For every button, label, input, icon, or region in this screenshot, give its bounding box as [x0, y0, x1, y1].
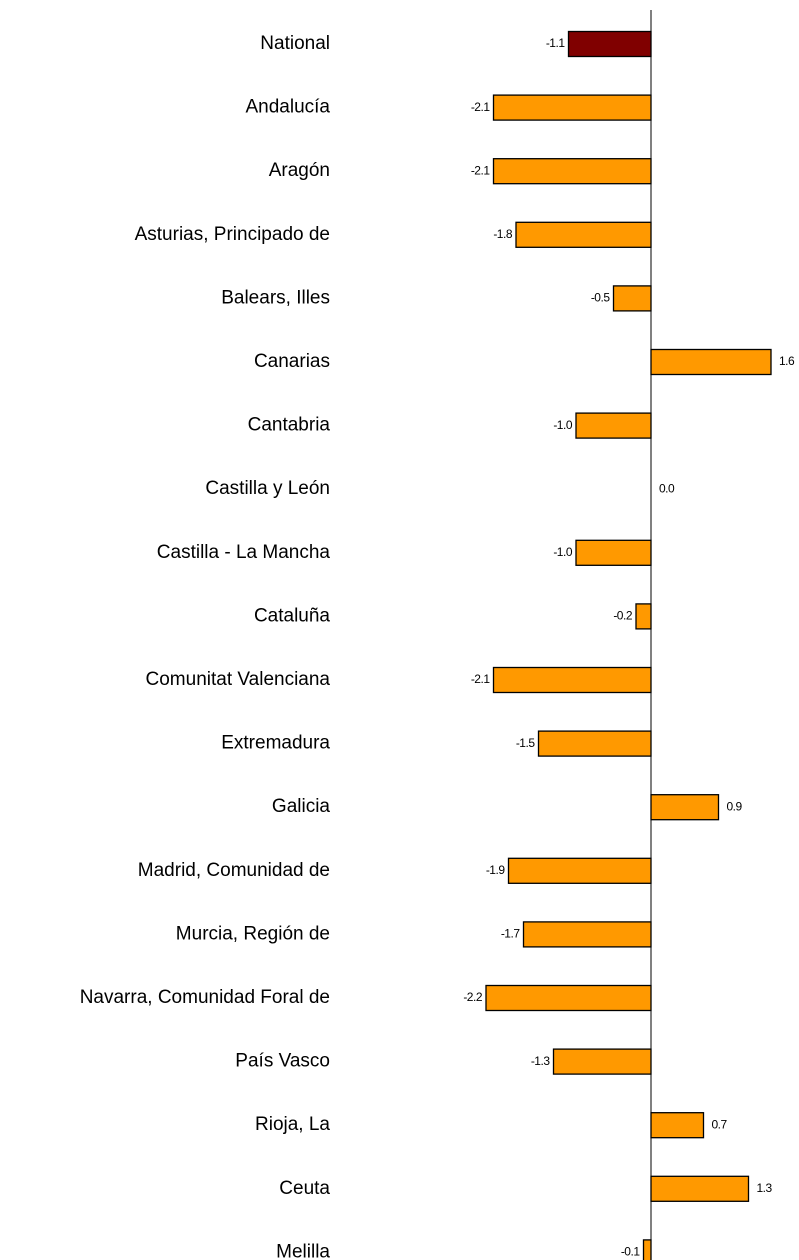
category-label: Cataluña — [254, 605, 330, 626]
bar — [635, 603, 652, 630]
category-label: Extremadura — [221, 733, 330, 754]
value-label: -0.2 — [613, 609, 633, 623]
category-label: Murcia, Región de — [176, 923, 330, 944]
bar — [642, 1239, 652, 1260]
bar — [537, 730, 652, 757]
value-label: -1.9 — [486, 863, 506, 877]
category-label: Comunitat Valenciana — [146, 669, 331, 690]
bar — [575, 539, 652, 566]
category-label: Castilla y León — [205, 478, 330, 499]
bar — [485, 984, 652, 1012]
category-label: Cantabria — [248, 415, 331, 436]
bar — [507, 857, 652, 884]
value-label: -2.1 — [471, 100, 491, 114]
bar — [492, 666, 652, 694]
bar — [650, 1112, 705, 1139]
category-label: Andalucía — [245, 97, 330, 118]
bar — [492, 94, 652, 121]
bar — [492, 158, 652, 185]
bar — [552, 1048, 652, 1075]
category-label: Madrid, Comunidad de — [138, 860, 330, 881]
value-label: -2.2 — [463, 990, 483, 1004]
bar — [650, 348, 772, 376]
bar — [650, 1175, 750, 1202]
category-label: Navarra, Comunidad Foral de — [80, 987, 330, 1008]
value-label: -1.7 — [501, 927, 521, 941]
value-label: -1.0 — [553, 545, 573, 559]
value-label: 0.9 — [727, 799, 743, 813]
value-label: -0.1 — [621, 1245, 641, 1259]
bar — [522, 921, 652, 948]
value-label: 1.6 — [779, 354, 795, 368]
category-label: País Vasco — [235, 1051, 330, 1072]
category-label: National — [260, 33, 330, 54]
value-label: -1.8 — [493, 227, 513, 241]
value-label: -1.5 — [516, 736, 536, 750]
bar — [575, 412, 652, 439]
value-label: -2.1 — [471, 163, 491, 177]
value-label: 1.3 — [757, 1181, 773, 1195]
value-label: -2.1 — [471, 672, 491, 686]
bar — [650, 794, 720, 821]
value-label: -1.3 — [531, 1054, 551, 1068]
value-label: -1.0 — [553, 418, 573, 432]
category-label: Melilla — [276, 1241, 330, 1260]
value-label: 0.7 — [712, 1117, 728, 1131]
category-label: Galicia — [272, 796, 331, 817]
category-label: Aragón — [269, 160, 330, 181]
value-label: -0.5 — [591, 291, 611, 305]
category-label: Castilla - La Mancha — [157, 542, 331, 563]
category-label: Balears, Illes — [221, 287, 330, 308]
category-label: Ceuta — [279, 1178, 330, 1199]
bar — [515, 221, 652, 248]
category-label: Rioja, La — [255, 1114, 330, 1135]
bar — [567, 30, 652, 58]
value-label: -1.1 — [546, 36, 566, 50]
value-label: 0.0 — [659, 481, 675, 495]
category-label: Canarias — [254, 351, 330, 372]
bar — [612, 285, 652, 312]
category-label: Asturias, Principado de — [135, 224, 330, 245]
